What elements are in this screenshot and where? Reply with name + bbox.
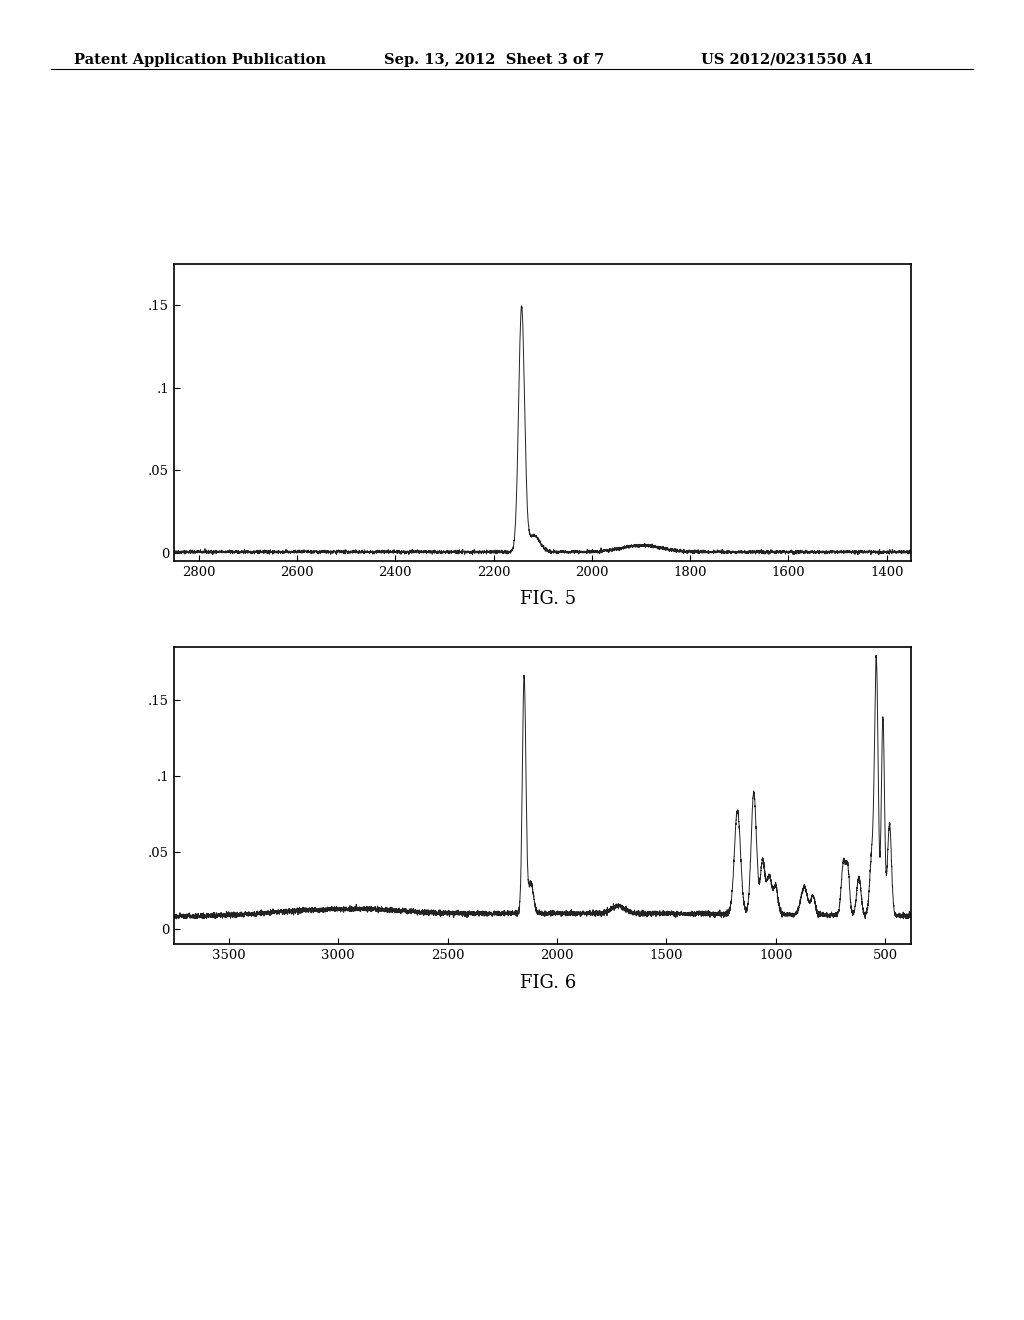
Text: Patent Application Publication: Patent Application Publication xyxy=(74,53,326,67)
Text: FIG. 5: FIG. 5 xyxy=(520,590,575,609)
Text: US 2012/0231550 A1: US 2012/0231550 A1 xyxy=(701,53,873,67)
Text: FIG. 6: FIG. 6 xyxy=(520,974,575,993)
Text: Sep. 13, 2012  Sheet 3 of 7: Sep. 13, 2012 Sheet 3 of 7 xyxy=(384,53,604,67)
